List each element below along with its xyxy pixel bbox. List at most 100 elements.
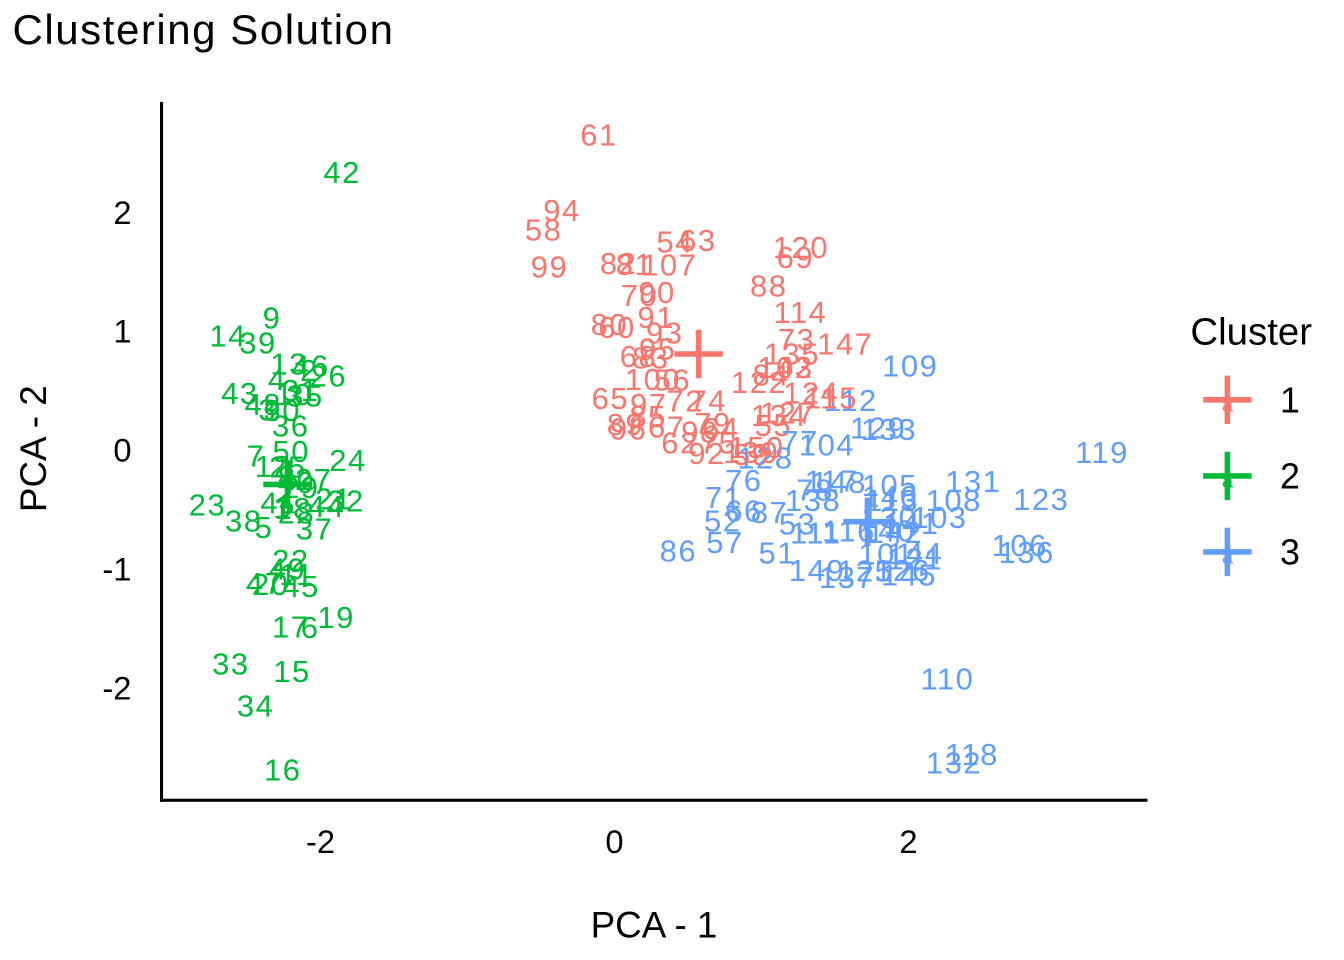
svg-text:3: 3 — [1280, 533, 1300, 573]
svg-text:19: 19 — [317, 600, 354, 635]
svg-text:138: 138 — [785, 483, 841, 518]
svg-text:89: 89 — [607, 407, 644, 442]
svg-text:109: 109 — [882, 348, 938, 383]
svg-text:149: 149 — [789, 553, 845, 588]
svg-text:74: 74 — [690, 384, 727, 419]
svg-text:148: 148 — [811, 465, 867, 500]
svg-text:17: 17 — [272, 609, 309, 644]
svg-text:71: 71 — [705, 480, 742, 515]
svg-text:75: 75 — [700, 426, 737, 461]
svg-text:37: 37 — [296, 512, 333, 547]
svg-text:48: 48 — [245, 387, 282, 422]
svg-text:0: 0 — [605, 823, 623, 860]
svg-text:67: 67 — [648, 410, 685, 445]
svg-text:7: 7 — [247, 439, 266, 474]
svg-text:79: 79 — [694, 406, 731, 441]
svg-text:2: 2 — [1280, 457, 1300, 497]
svg-text:70: 70 — [621, 278, 658, 313]
svg-text:83: 83 — [632, 341, 669, 376]
svg-text:102: 102 — [757, 350, 813, 385]
svg-text:95: 95 — [639, 331, 676, 366]
svg-text:100: 100 — [625, 362, 681, 397]
svg-text:146: 146 — [862, 479, 918, 514]
svg-text:107: 107 — [641, 247, 697, 282]
svg-text:49: 49 — [269, 552, 306, 587]
svg-text:128: 128 — [737, 441, 793, 476]
svg-text:131: 131 — [945, 464, 1001, 499]
svg-text:123: 123 — [1013, 482, 1069, 517]
svg-text:6: 6 — [301, 610, 320, 645]
svg-text:9: 9 — [263, 300, 282, 335]
svg-text:47: 47 — [246, 566, 283, 601]
svg-text:41: 41 — [260, 486, 297, 521]
svg-text:1: 1 — [113, 313, 131, 350]
svg-text:150: 150 — [728, 430, 784, 465]
svg-text:129: 129 — [850, 411, 906, 446]
svg-text:39: 39 — [239, 326, 276, 361]
svg-text:112: 112 — [824, 383, 878, 418]
svg-text:90: 90 — [638, 275, 675, 310]
svg-text:115: 115 — [804, 380, 858, 415]
svg-text:111: 111 — [790, 515, 842, 550]
svg-text:2: 2 — [300, 353, 319, 388]
svg-text:99: 99 — [531, 249, 568, 284]
svg-text:Clustering Solution: Clustering Solution — [13, 6, 395, 53]
svg-text:78: 78 — [796, 472, 833, 507]
svg-text:126: 126 — [874, 553, 930, 588]
svg-text:139: 139 — [723, 435, 779, 470]
svg-text:-2: -2 — [102, 669, 131, 706]
svg-text:84: 84 — [753, 358, 790, 393]
svg-text:88: 88 — [750, 269, 787, 304]
svg-text:0: 0 — [113, 432, 131, 469]
svg-text:85: 85 — [629, 399, 666, 434]
svg-text:31: 31 — [282, 373, 319, 408]
svg-text:-1: -1 — [102, 551, 131, 588]
svg-text:103: 103 — [911, 500, 967, 535]
svg-text:34: 34 — [237, 689, 274, 724]
svg-text:30: 30 — [264, 393, 301, 428]
svg-text:28: 28 — [278, 496, 315, 531]
svg-text:82: 82 — [600, 246, 637, 281]
svg-text:61: 61 — [580, 117, 617, 152]
svg-text:104: 104 — [799, 427, 855, 462]
svg-text:3: 3 — [258, 392, 277, 427]
svg-text:54: 54 — [656, 224, 693, 259]
svg-text:52: 52 — [704, 504, 741, 539]
svg-text:46: 46 — [292, 349, 329, 384]
svg-text:122: 122 — [731, 365, 787, 400]
svg-text:81: 81 — [616, 247, 653, 282]
svg-text:106: 106 — [992, 528, 1048, 563]
svg-text:108: 108 — [926, 483, 982, 518]
svg-text:87: 87 — [751, 495, 788, 530]
svg-text:56: 56 — [654, 363, 691, 398]
svg-text:143: 143 — [757, 350, 813, 385]
svg-text:72: 72 — [667, 383, 704, 418]
svg-text:15: 15 — [273, 654, 310, 689]
svg-text:105: 105 — [862, 468, 918, 503]
svg-text:36: 36 — [272, 409, 309, 444]
svg-text:117: 117 — [805, 463, 859, 498]
svg-text:64: 64 — [702, 411, 739, 446]
svg-text:45: 45 — [282, 569, 319, 604]
svg-text:4: 4 — [268, 362, 287, 397]
svg-text:14: 14 — [209, 319, 246, 354]
svg-text:10: 10 — [275, 377, 312, 412]
svg-text:2: 2 — [113, 194, 131, 231]
svg-text:12: 12 — [255, 449, 292, 484]
svg-text:27: 27 — [295, 462, 332, 497]
svg-text:110: 110 — [920, 661, 974, 696]
svg-text:94: 94 — [543, 193, 580, 228]
svg-text:133: 133 — [861, 412, 917, 447]
svg-text:137: 137 — [819, 560, 875, 595]
svg-text:147: 147 — [817, 326, 873, 361]
svg-text:136: 136 — [999, 535, 1055, 570]
svg-text:PCA - 1: PCA - 1 — [591, 904, 718, 945]
svg-text:62: 62 — [661, 426, 698, 461]
svg-text:16: 16 — [264, 752, 301, 787]
svg-text:118: 118 — [945, 737, 999, 772]
svg-text:120: 120 — [773, 230, 829, 265]
svg-text:69: 69 — [777, 240, 814, 275]
svg-text:42: 42 — [323, 155, 360, 190]
svg-text:93: 93 — [646, 316, 683, 351]
svg-text:5: 5 — [255, 510, 274, 545]
